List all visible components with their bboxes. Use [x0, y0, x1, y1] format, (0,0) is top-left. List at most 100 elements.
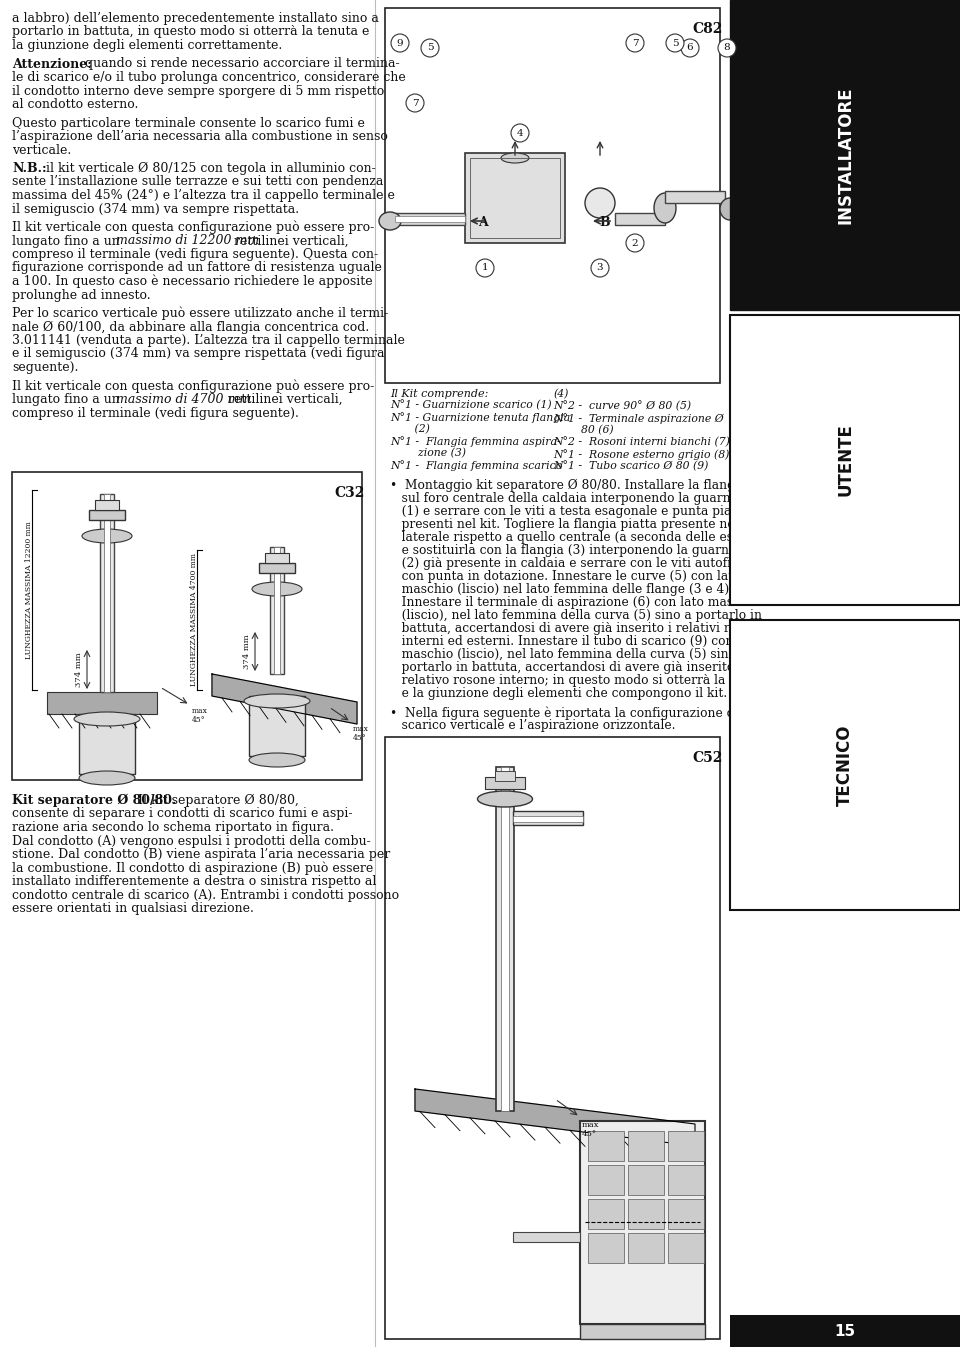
Text: e la giunzione degli elementi che compongono il kit.: e la giunzione degli elementi che compon… — [390, 687, 728, 700]
Text: Il kit separatore Ø 80/80,: Il kit separatore Ø 80/80, — [134, 793, 299, 807]
Text: rettilinei verticali,: rettilinei verticali, — [224, 393, 343, 405]
Text: massima del 45% (24°) e l’altezza tra il cappello terminale e: massima del 45% (24°) e l’altezza tra il… — [12, 189, 395, 202]
Bar — [615, 213, 665, 225]
Bar — [588, 1165, 624, 1195]
Ellipse shape — [626, 34, 644, 53]
Bar — [730, 620, 960, 911]
Ellipse shape — [406, 94, 424, 112]
Text: N°1 -  Rosone esterno grigio (8): N°1 - Rosone esterno grigio (8) — [553, 449, 730, 459]
Ellipse shape — [511, 124, 529, 141]
Text: 9: 9 — [396, 39, 403, 47]
Text: con punta in dotazione. Innestare le curve (5) con lato: con punta in dotazione. Innestare le cur… — [390, 570, 740, 583]
Text: nale Ø 60/100, da abbinare alla flangia concentrica cod.: nale Ø 60/100, da abbinare alla flangia … — [12, 321, 370, 334]
Polygon shape — [415, 1088, 695, 1146]
Text: (4): (4) — [553, 389, 568, 399]
Text: Questo particolare terminale consente lo scarico fumi e: Questo particolare terminale consente lo… — [12, 116, 365, 129]
Text: 80 (6): 80 (6) — [553, 426, 613, 435]
Bar — [395, 216, 465, 222]
Text: UTENTE: UTENTE — [836, 423, 854, 497]
Text: Il kit verticale con questa configurazione può essere pro-: Il kit verticale con questa configurazio… — [12, 380, 374, 393]
Text: max
45°: max 45° — [582, 1121, 599, 1138]
Text: 15: 15 — [834, 1324, 855, 1339]
Bar — [665, 191, 725, 203]
Text: a 100. In questo caso è necessario richiedere le apposite: a 100. In questo caso è necessario richi… — [12, 275, 372, 288]
Text: LUNGHEZZA MASSIMA 4700 mm: LUNGHEZZA MASSIMA 4700 mm — [190, 554, 198, 687]
Text: N°1 -  Tubo scarico Ø 80 (9): N°1 - Tubo scarico Ø 80 (9) — [553, 461, 708, 471]
Text: (1) e serrare con le viti a testa esagonale e punta piatta: (1) e serrare con le viti a testa esagon… — [390, 505, 749, 519]
Text: figurazione corrisponde ad un fattore di resistenza uguale: figurazione corrisponde ad un fattore di… — [12, 261, 382, 275]
Bar — [588, 1199, 624, 1228]
Text: 3.011141 (venduta a parte). L’altezza tra il cappello terminale: 3.011141 (venduta a parte). L’altezza tr… — [12, 334, 405, 348]
Bar — [259, 563, 295, 572]
Text: maschio (liscio), nel lato femmina della curva (5) sino a: maschio (liscio), nel lato femmina della… — [390, 648, 747, 661]
Ellipse shape — [74, 713, 140, 726]
Text: (2): (2) — [390, 424, 430, 434]
Ellipse shape — [477, 791, 533, 807]
Text: •  Montaggio kit separatore Ø 80/80. Installare la flangia (4): • Montaggio kit separatore Ø 80/80. Inst… — [390, 480, 768, 492]
Text: zione (3): zione (3) — [390, 449, 466, 458]
Text: relativo rosone interno; in questo modo si otterrà la tenuta: relativo rosone interno; in questo modo … — [390, 674, 770, 687]
Text: consente di separare i condotti di scarico fumi e aspi-: consente di separare i condotti di scari… — [12, 807, 352, 820]
Ellipse shape — [626, 234, 644, 252]
Ellipse shape — [252, 582, 302, 595]
Text: presenti nel kit. Togliere la flangia piatta presente nel foro: presenti nel kit. Togliere la flangia pi… — [390, 519, 767, 531]
Text: stione. Dal condotto (B) viene aspirata l’aria necessaria per: stione. Dal condotto (B) viene aspirata … — [12, 849, 391, 861]
Text: la giunzione degli elementi correttamente.: la giunzione degli elementi correttament… — [12, 39, 282, 53]
Text: sul foro centrale della caldaia interponendo la guarnizione: sul foro centrale della caldaia interpon… — [390, 492, 768, 505]
Bar — [47, 692, 157, 714]
Ellipse shape — [720, 198, 740, 220]
Text: N°1 - Guarnizione scarico (1): N°1 - Guarnizione scarico (1) — [390, 400, 552, 411]
Bar — [385, 737, 720, 1339]
Text: N°2 -  Rosoni interni bianchi (7): N°2 - Rosoni interni bianchi (7) — [553, 436, 730, 447]
Bar — [668, 1233, 704, 1263]
Text: 5: 5 — [672, 39, 679, 47]
Text: lungato fino a un: lungato fino a un — [12, 234, 124, 248]
Text: compreso il terminale (vedi figura seguente). Questa con-: compreso il terminale (vedi figura segue… — [12, 248, 378, 261]
Bar — [628, 1199, 664, 1228]
Text: 2: 2 — [632, 238, 638, 248]
Text: installato indifferentemente a destra o sinistra rispetto al: installato indifferentemente a destra o … — [12, 876, 376, 888]
Bar — [496, 766, 514, 1111]
Text: Kit separatore Ø 80/80.: Kit separatore Ø 80/80. — [12, 793, 177, 807]
Text: portarlo in battuta, accertandosi di avere già inserito il: portarlo in battuta, accertandosi di ave… — [390, 661, 746, 674]
Text: il semiguscio (374 mm) va sempre rispettata.: il semiguscio (374 mm) va sempre rispett… — [12, 202, 300, 216]
Text: A: A — [478, 217, 488, 229]
Text: massimo di 4700 mm: massimo di 4700 mm — [116, 393, 252, 405]
Bar — [79, 714, 135, 775]
Ellipse shape — [718, 39, 736, 57]
Text: interni ed esterni. Innestare il tubo di scarico (9) con lato: interni ed esterni. Innestare il tubo di… — [390, 634, 761, 648]
Text: Per lo scarico verticale può essere utilizzato anche il termi-: Per lo scarico verticale può essere util… — [12, 307, 388, 321]
Ellipse shape — [82, 529, 132, 543]
Text: quando si rende necessario accorciare il termina-: quando si rende necessario accorciare il… — [81, 58, 399, 70]
Bar — [580, 1324, 705, 1339]
Text: LUNGHEZZA MASSIMA 12200 mm: LUNGHEZZA MASSIMA 12200 mm — [25, 521, 33, 659]
Bar — [12, 471, 362, 780]
Text: B: B — [600, 217, 611, 229]
Bar — [580, 1121, 705, 1324]
Ellipse shape — [391, 34, 409, 53]
Text: Il Kit comprende:: Il Kit comprende: — [390, 389, 489, 399]
Text: massimo di 12200 mm: massimo di 12200 mm — [116, 234, 259, 248]
Ellipse shape — [666, 34, 684, 53]
Text: razione aria secondo lo schema riportato in figura.: razione aria secondo lo schema riportato… — [12, 822, 334, 834]
Bar — [495, 770, 515, 781]
Text: Il kit verticale con questa configurazione può essere pro-: Il kit verticale con questa configurazio… — [12, 221, 374, 234]
Bar — [249, 696, 305, 756]
Text: compreso il terminale (vedi figura seguente).: compreso il terminale (vedi figura segue… — [12, 407, 299, 419]
Text: verticale.: verticale. — [12, 144, 71, 156]
Text: N°1 -  Flangia femmina aspira-: N°1 - Flangia femmina aspira- — [390, 436, 561, 447]
Text: essere orientati in qualsiasi direzione.: essere orientati in qualsiasi direzione. — [12, 902, 253, 915]
Ellipse shape — [654, 193, 676, 224]
Text: 1: 1 — [482, 264, 489, 272]
Bar — [485, 777, 525, 789]
Text: il condotto interno deve sempre sporgere di 5 mm rispetto: il condotto interno deve sempre sporgere… — [12, 85, 384, 97]
Bar — [385, 8, 720, 383]
Text: Dal condotto (A) vengono espulsi i prodotti della combu-: Dal condotto (A) vengono espulsi i prodo… — [12, 835, 371, 847]
Text: N.B.:: N.B.: — [12, 162, 47, 175]
Ellipse shape — [681, 39, 699, 57]
Ellipse shape — [591, 259, 609, 277]
Text: condotto centrale di scarico (A). Entrambi i condotti possono: condotto centrale di scarico (A). Entram… — [12, 889, 399, 901]
Text: N°1 - Guarnizione tenuta flangia: N°1 - Guarnizione tenuta flangia — [390, 412, 570, 423]
Bar — [588, 1233, 624, 1263]
Text: N°1 -  Flangia femmina scarico: N°1 - Flangia femmina scarico — [390, 459, 563, 471]
